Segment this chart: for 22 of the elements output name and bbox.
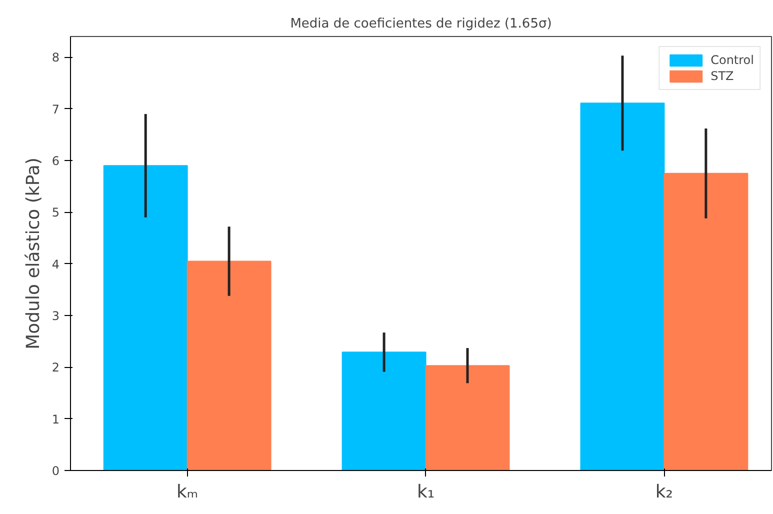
bar bbox=[425, 365, 510, 470]
y-tick-label: 2 bbox=[52, 360, 60, 375]
y-tick-label: 7 bbox=[52, 102, 60, 116]
y-axis-title: Modulo elástico (kPa) bbox=[22, 158, 44, 350]
x-tick-label: kₘ bbox=[176, 482, 198, 502]
bar bbox=[664, 172, 748, 470]
y-tick-label: 1 bbox=[52, 412, 60, 426]
bar bbox=[186, 260, 272, 470]
x-tick-label: k₁ bbox=[416, 482, 435, 502]
y-tick-label: 5 bbox=[52, 206, 60, 220]
bar bbox=[103, 165, 188, 470]
bar bbox=[580, 102, 665, 470]
y-tick-label: 3 bbox=[52, 309, 60, 323]
bar bbox=[342, 352, 426, 470]
y-tick-label: 0 bbox=[52, 464, 60, 478]
x-tick-label: k₂ bbox=[655, 482, 674, 502]
y-tick-label: 8 bbox=[52, 50, 60, 65]
legend-label: Control bbox=[710, 53, 754, 67]
y-tick-label: 6 bbox=[52, 154, 60, 168]
y-tick-label: 4 bbox=[52, 257, 60, 272]
legend-label: STZ bbox=[710, 69, 734, 83]
chart-title: Media de coeficientes de rigidez (1.65σ) bbox=[290, 16, 552, 32]
